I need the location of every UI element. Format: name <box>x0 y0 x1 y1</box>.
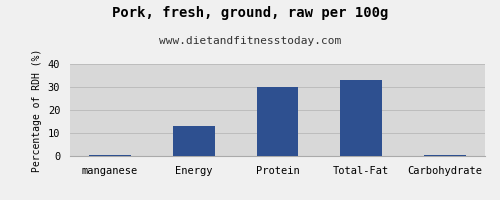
Bar <box>256 87 298 156</box>
Bar <box>340 80 382 156</box>
Text: Pork, fresh, ground, raw per 100g: Pork, fresh, ground, raw per 100g <box>112 6 388 20</box>
Bar <box>89 155 131 156</box>
Bar <box>424 155 466 156</box>
Bar <box>172 126 214 156</box>
Text: www.dietandfitnesstoday.com: www.dietandfitnesstoday.com <box>159 36 341 46</box>
Y-axis label: Percentage of RDH (%): Percentage of RDH (%) <box>32 48 42 172</box>
